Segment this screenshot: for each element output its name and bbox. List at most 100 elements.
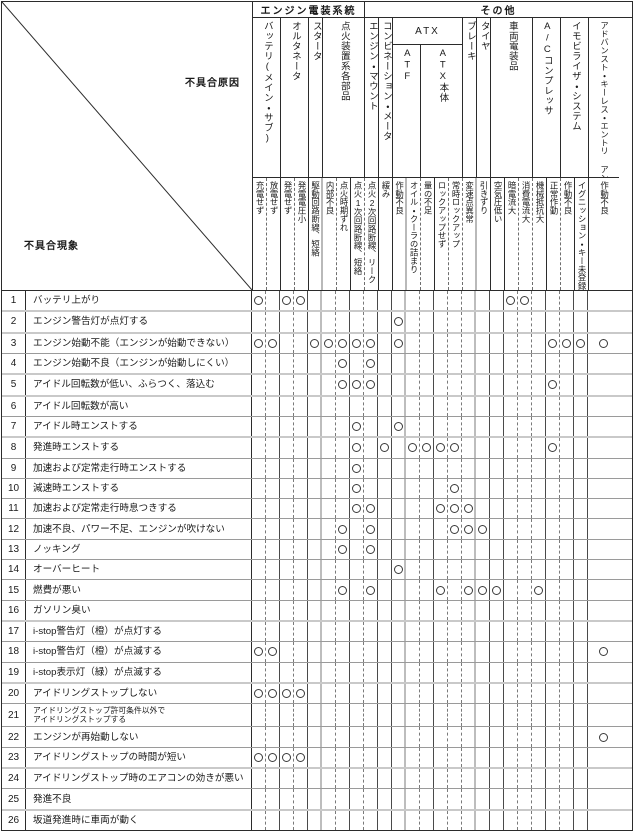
matrix-cell-r5-c11[interactable] [392, 375, 406, 395]
matrix-cell-r16-c17[interactable] [476, 600, 490, 620]
matrix-cell-r11-c18[interactable] [490, 499, 504, 519]
matrix-cell-r16-c5[interactable] [308, 600, 322, 620]
matrix-cell-r11-c1[interactable] [252, 499, 266, 519]
matrix-cell-r9-c8[interactable] [350, 458, 364, 478]
matrix-cell-r12-c10[interactable] [378, 519, 392, 539]
matrix-cell-r2-c11[interactable] [392, 312, 406, 332]
matrix-cell-r14-c17[interactable] [476, 560, 490, 580]
matrix-cell-r25-c3[interactable] [280, 789, 294, 809]
matrix-cell-r22-c8[interactable] [350, 727, 364, 747]
matrix-cell-r14-c15[interactable] [448, 560, 462, 580]
matrix-cell-r19-c21[interactable] [532, 662, 546, 682]
matrix-cell-r22-c23[interactable] [560, 727, 574, 747]
matrix-cell-r16-c2[interactable] [266, 600, 280, 620]
matrix-cell-r12-c2[interactable] [266, 519, 280, 539]
matrix-cell-r10-c20[interactable] [518, 478, 532, 499]
matrix-cell-r2-c9[interactable] [364, 312, 378, 332]
matrix-cell-r23-c19[interactable] [504, 747, 518, 768]
matrix-cell-r8-c22[interactable] [546, 438, 560, 458]
matrix-cell-r24-c18[interactable] [490, 769, 504, 789]
matrix-cell-r8-c17[interactable] [476, 438, 490, 458]
matrix-cell-r1-c11[interactable] [392, 291, 406, 311]
matrix-cell-r19-c7[interactable] [336, 662, 350, 682]
matrix-cell-r21-c3[interactable] [280, 704, 294, 727]
matrix-cell-r9-c4[interactable] [294, 458, 308, 478]
matrix-cell-r15-c4[interactable] [294, 580, 308, 600]
matrix-cell-r6-c18[interactable] [490, 396, 504, 416]
matrix-cell-r23-c20[interactable] [518, 747, 532, 768]
matrix-cell-r23-c25[interactable] [588, 748, 618, 767]
matrix-cell-r2-c1[interactable] [252, 312, 266, 332]
matrix-cell-r21-c18[interactable] [490, 704, 504, 727]
matrix-cell-r18-c18[interactable] [490, 642, 504, 662]
matrix-cell-r12-c15[interactable] [448, 519, 462, 539]
matrix-cell-r10-c7[interactable] [336, 478, 350, 499]
matrix-cell-r1-c21[interactable] [532, 291, 546, 311]
matrix-cell-r18-c15[interactable] [448, 642, 462, 662]
table-row[interactable]: 3 エンジン始動不能（エンジンが始動できない） [2, 333, 632, 354]
matrix-cell-r25-c2[interactable] [266, 789, 280, 809]
matrix-cell-r17-c25[interactable] [588, 622, 618, 641]
matrix-cell-r5-c13[interactable] [420, 375, 434, 395]
matrix-cell-r20-c3[interactable] [280, 683, 294, 704]
matrix-cell-r8-c24[interactable] [574, 438, 588, 458]
table-row[interactable]: 2 エンジン警告灯が点灯する [2, 312, 632, 334]
matrix-cell-r25-c5[interactable] [308, 789, 322, 809]
matrix-cell-r26-c15[interactable] [448, 810, 462, 831]
matrix-cell-r3-c16[interactable] [462, 333, 476, 353]
matrix-cell-r1-c3[interactable] [280, 291, 294, 311]
matrix-cell-r13-c20[interactable] [518, 539, 532, 560]
matrix-cell-r21-c16[interactable] [462, 704, 476, 727]
matrix-cell-r1-c16[interactable] [462, 291, 476, 311]
matrix-cell-r6-c24[interactable] [574, 396, 588, 416]
matrix-cell-r10-c11[interactable] [392, 478, 406, 499]
matrix-cell-r11-c9[interactable] [364, 499, 378, 519]
matrix-cell-r12-c11[interactable] [392, 519, 406, 539]
matrix-cell-r8-c5[interactable] [308, 438, 322, 458]
matrix-cell-r17-c24[interactable] [574, 622, 588, 642]
matrix-cell-r24-c24[interactable] [574, 769, 588, 789]
matrix-cell-r8-c15[interactable] [448, 438, 462, 458]
matrix-cell-r13-c10[interactable] [378, 539, 392, 560]
matrix-cell-r20-c19[interactable] [504, 683, 518, 704]
matrix-cell-r12-c6[interactable] [322, 519, 336, 539]
matrix-cell-r2-c19[interactable] [504, 312, 518, 332]
matrix-cell-r8-c23[interactable] [560, 438, 574, 458]
matrix-cell-r9-c19[interactable] [504, 458, 518, 478]
matrix-cell-r24-c13[interactable] [420, 769, 434, 789]
matrix-cell-r7-c5[interactable] [308, 416, 322, 437]
matrix-cell-r13-c6[interactable] [322, 539, 336, 560]
matrix-cell-r3-c15[interactable] [448, 333, 462, 353]
matrix-cell-r19-c14[interactable] [434, 662, 448, 682]
matrix-cell-r24-c4[interactable] [294, 769, 308, 789]
matrix-cell-r22-c3[interactable] [280, 727, 294, 747]
matrix-cell-r20-c2[interactable] [266, 683, 280, 704]
matrix-cell-r23-c2[interactable] [266, 747, 280, 768]
matrix-cell-r23-c5[interactable] [308, 747, 322, 768]
matrix-cell-r9-c13[interactable] [420, 458, 434, 478]
matrix-cell-r17-c8[interactable] [350, 622, 364, 642]
matrix-cell-r25-c13[interactable] [420, 789, 434, 809]
matrix-cell-r4-c20[interactable] [518, 353, 532, 374]
matrix-cell-r5-c21[interactable] [532, 375, 546, 395]
matrix-cell-r6-c13[interactable] [420, 396, 434, 416]
matrix-cell-r24-c3[interactable] [280, 769, 294, 789]
matrix-cell-r4-c9[interactable] [364, 353, 378, 374]
matrix-cell-r10-c18[interactable] [490, 478, 504, 499]
matrix-cell-r14-c14[interactable] [434, 560, 448, 580]
matrix-cell-r18-c24[interactable] [574, 642, 588, 662]
matrix-cell-r25-c12[interactable] [406, 789, 420, 809]
matrix-cell-r21-c22[interactable] [546, 704, 560, 727]
matrix-cell-r9-c3[interactable] [280, 458, 294, 478]
matrix-cell-r10-c14[interactable] [434, 478, 448, 499]
matrix-cell-r22-c10[interactable] [378, 727, 392, 747]
matrix-cell-r19-c3[interactable] [280, 662, 294, 682]
matrix-cell-r3-c11[interactable] [392, 333, 406, 353]
matrix-cell-r8-c11[interactable] [392, 438, 406, 458]
matrix-cell-r18-c3[interactable] [280, 642, 294, 662]
matrix-cell-r13-c19[interactable] [504, 539, 518, 560]
matrix-cell-r7-c16[interactable] [462, 416, 476, 437]
matrix-cell-r18-c16[interactable] [462, 642, 476, 662]
matrix-cell-r16-c15[interactable] [448, 600, 462, 620]
matrix-cell-r6-c10[interactable] [378, 396, 392, 416]
